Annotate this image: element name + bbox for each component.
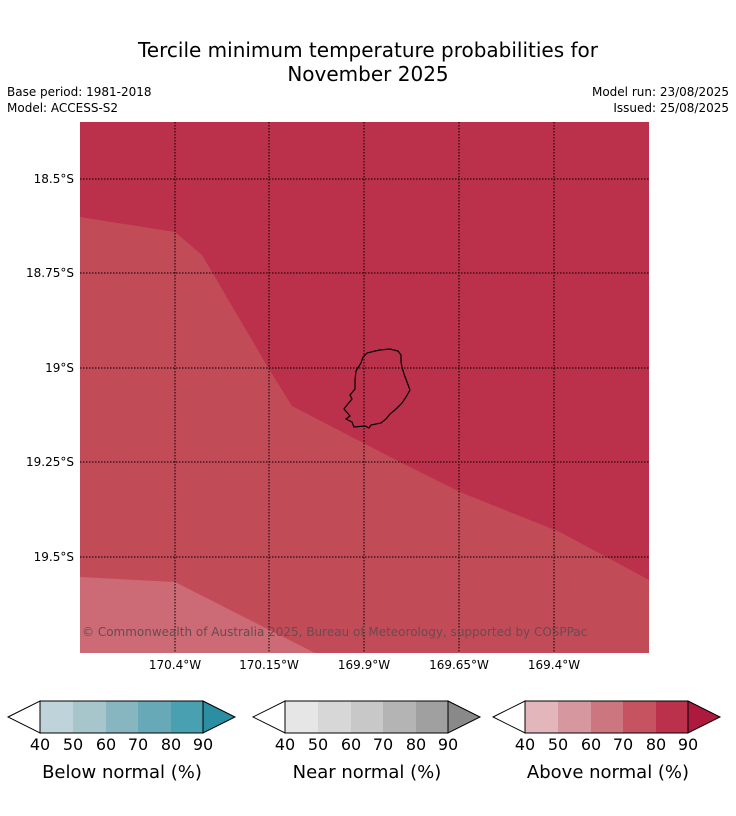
colorbar-near-swatch — [285, 701, 318, 733]
lat-label-19-5s: 19.5°S — [33, 550, 74, 564]
colorbar-above-swatch — [525, 701, 558, 733]
prob-band-70-80 — [80, 217, 649, 653]
colorbar-above-label: Above normal (%) — [526, 762, 690, 783]
colorbar-below-swatch — [138, 701, 171, 733]
colorbar-near-label: Near normal (%) — [292, 762, 442, 783]
lat-label-18-75s: 18.75°S — [26, 266, 74, 280]
colorbar-below-tick: 60 — [95, 735, 117, 754]
colorbar-above-tick: 40 — [514, 735, 536, 754]
colorbar-below-tick: 80 — [160, 735, 182, 754]
graticule — [80, 122, 649, 653]
meta-left: Base period: 1981-2018 Model: ACCESS-S2 — [7, 84, 152, 116]
colorbar-near-tick: 60 — [340, 735, 362, 754]
colorbar-above-normal — [491, 700, 724, 740]
colorbar-near-normal — [251, 700, 482, 740]
meta-right: Model run: 23/08/2025 Issued: 25/08/2025 — [592, 84, 729, 116]
colorbar-above-tick: 90 — [677, 735, 699, 754]
colorbar-near-swatch — [351, 701, 383, 733]
colorbar-near-tick: 50 — [307, 735, 329, 754]
colorbar-below-swatch — [73, 701, 106, 733]
colorbar-below-normal — [6, 700, 237, 740]
colorbar-above-swatch — [591, 701, 623, 733]
copyright-notice: © Commonwealth of Australia 2025, Bureau… — [82, 625, 588, 639]
colorbar-below-tick: 40 — [29, 735, 51, 754]
colorbar-below-label: Below normal (%) — [42, 762, 202, 783]
colorbar-above-swatch — [623, 701, 656, 733]
colorbar-above-tick: 60 — [580, 735, 602, 754]
colorbar-near-tick: 80 — [405, 735, 427, 754]
model-name: Model: ACCESS-S2 — [7, 101, 119, 115]
colorbar-above-tick: 50 — [547, 735, 569, 754]
colorbar-near-swatch — [318, 701, 351, 733]
lon-label-170-4w: 170.4°W — [148, 658, 202, 672]
colorbar-above-tick: 70 — [612, 735, 634, 754]
lat-label-18-5s: 18.5°S — [33, 172, 74, 186]
colorbar-near-tick: 70 — [372, 735, 394, 754]
model-run: Model run: 23/08/2025 — [591, 85, 729, 99]
colorbar-below-tick: 90 — [192, 735, 214, 754]
map-title: Tercile minimum temperature probabilitie… — [0, 38, 736, 86]
colorbar-below-swatch — [106, 701, 138, 733]
colorbar-near-tick: 40 — [274, 735, 296, 754]
colorbar-near-swatch — [383, 701, 416, 733]
map-svg — [80, 122, 649, 653]
colorbar-above-min-extend — [491, 700, 526, 734]
colorbar-below-max-extend — [202, 700, 237, 734]
lon-label-169-9w: 169.9°W — [337, 658, 391, 672]
colorbar-below-min-extend — [6, 700, 41, 734]
colorbar-near-min-extend — [251, 700, 286, 734]
colorbar-near-swatch — [416, 701, 448, 733]
colorbar-below-swatch — [40, 701, 73, 733]
colorbar-near-tick: 90 — [437, 735, 459, 754]
colorbar-near-max-extend — [447, 700, 482, 734]
lon-label-170-15w: 170.15°W — [239, 658, 299, 672]
colorbar-above-max-extend — [687, 700, 722, 734]
map-panel: © Commonwealth of Australia 2025, Bureau… — [80, 122, 649, 653]
niue-coastline — [343, 348, 411, 429]
issued-date: Issued: 25/08/2025 — [613, 101, 729, 115]
colorbar-below-swatch — [171, 701, 203, 733]
prob-band-60-70 — [80, 577, 315, 653]
lon-label-169-4w: 169.4°W — [527, 658, 581, 672]
base-period: Base period: 1981-2018 — [7, 85, 152, 99]
lat-label-19s: 19°S — [45, 361, 74, 375]
lon-label-169-65w: 169.65°W — [429, 658, 489, 672]
colorbar-above-tick: 80 — [645, 735, 667, 754]
colorbar-above-swatch — [558, 701, 591, 733]
lat-label-19-25s: 19.25°S — [26, 455, 74, 469]
title-line-2: November 2025 — [287, 62, 449, 86]
colorbar-below-tick: 70 — [127, 735, 149, 754]
colorbar-above-swatch — [656, 701, 688, 733]
title-line-1: Tercile minimum temperature probabilitie… — [137, 38, 599, 62]
colorbar-below-tick: 50 — [62, 735, 84, 754]
